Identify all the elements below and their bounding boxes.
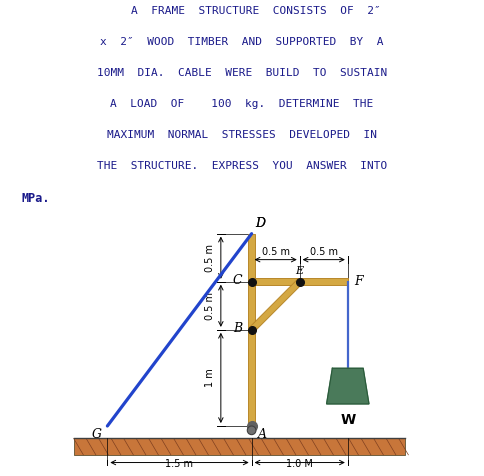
Text: B: B	[233, 322, 242, 336]
Text: 1.5 m: 1.5 m	[166, 459, 194, 469]
Text: 1 m: 1 m	[205, 368, 215, 387]
FancyBboxPatch shape	[249, 279, 302, 332]
Text: MAXIMUM  NORMAL  STRESSES  DEVELOPED  IN: MAXIMUM NORMAL STRESSES DEVELOPED IN	[107, 130, 377, 140]
Text: 10MM  DIA.  CABLE  WERE  BUILD  TO  SUSTAIN: 10MM DIA. CABLE WERE BUILD TO SUSTAIN	[97, 68, 387, 78]
Text: D: D	[256, 217, 265, 230]
Text: A: A	[258, 428, 267, 441]
Text: THE  STRUCTURE.  EXPRESS  YOU  ANSWER  INTO: THE STRUCTURE. EXPRESS YOU ANSWER INTO	[97, 161, 387, 171]
Text: F: F	[354, 275, 363, 288]
Circle shape	[247, 426, 256, 435]
Text: x  2″  WOOD  TIMBER  AND  SUPPORTED  BY  A: x 2″ WOOD TIMBER AND SUPPORTED BY A	[100, 37, 384, 47]
Text: W: W	[340, 414, 355, 427]
Text: 0.5 m: 0.5 m	[262, 247, 289, 257]
FancyBboxPatch shape	[248, 234, 255, 426]
Text: E: E	[296, 266, 304, 276]
Text: C: C	[232, 274, 242, 288]
Text: 0.5 m: 0.5 m	[205, 292, 215, 320]
Text: A  LOAD  OF    100  kg.  DETERMINE  THE: A LOAD OF 100 kg. DETERMINE THE	[110, 99, 374, 109]
Text: D: D	[256, 217, 265, 230]
Text: 1.0 M: 1.0 M	[286, 459, 313, 469]
Text: 0.5 m: 0.5 m	[205, 244, 215, 272]
Text: MPa.: MPa.	[22, 192, 50, 205]
Polygon shape	[327, 368, 369, 404]
Text: 0.5 m: 0.5 m	[310, 247, 338, 257]
Text: G: G	[91, 428, 102, 441]
FancyBboxPatch shape	[252, 278, 348, 285]
Text: A  FRAME  STRUCTURE  CONSISTS  OF  2″: A FRAME STRUCTURE CONSISTS OF 2″	[104, 6, 380, 16]
Bar	[74, 438, 406, 455]
